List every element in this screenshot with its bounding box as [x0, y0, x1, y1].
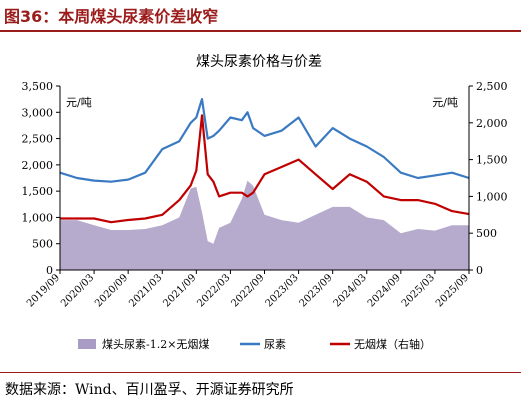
y-right-tick-label: 1,500 — [476, 154, 508, 167]
y-left-tick-label: 500 — [32, 238, 53, 251]
plot-area — [59, 97, 470, 270]
x-tick-label: 2019/09 — [25, 272, 62, 309]
legend-item-anthracite-label: 无烟煤（右轴） — [354, 337, 431, 351]
x-tick-label: 2025/09 — [434, 272, 471, 309]
chart-svg: 煤头尿素价格与价差 元/吨 元/吨 0 500 1,000 1,500 2,000 2,5… — [22, 54, 508, 351]
x-tick-label: 2022/09 — [229, 272, 266, 309]
figure-title: 图36：本周煤头尿素价差收窄 — [4, 7, 219, 26]
y-left-tick-label: 1,500 — [22, 185, 54, 198]
y-right-tick-label: 500 — [476, 227, 497, 240]
y-left-tick-label: 1,000 — [22, 211, 54, 224]
x-tick-label: 2024/09 — [366, 272, 403, 309]
chart-title: 煤头尿素价格与价差 — [196, 54, 322, 70]
y-left-unit: 元/吨 — [66, 96, 92, 109]
x-tick-label: 2020/03 — [59, 272, 96, 309]
y-left-tick-label: 2,000 — [22, 159, 54, 172]
y-right-tick-label: 1,000 — [476, 190, 508, 203]
y-right-tick-label: 2,500 — [476, 80, 508, 93]
legend: 煤头尿素-1.2×无烟煤 尿素 无烟煤（右轴） — [78, 337, 431, 351]
x-tick-label: 2024/03 — [332, 272, 369, 309]
y-left-tick-label: 0 — [46, 264, 53, 277]
axes: 0 500 1,000 1,500 2,000 2,500 3,000 3,500 0 500 1,… — [22, 80, 508, 309]
source-note: 数据来源：Wind、百川盈孚、开源证券研究所 — [5, 382, 294, 398]
legend-item-spread-label: 煤头尿素-1.2×无烟煤 — [102, 337, 209, 351]
y-left-tick-label: 3,500 — [22, 80, 54, 93]
source-divider — [0, 372, 521, 373]
series-line-anthracite — [60, 114, 470, 224]
x-tick-label: 2025/03 — [400, 272, 437, 309]
x-tick-label: 2021/09 — [161, 272, 198, 309]
x-tick-label: 2020/09 — [93, 272, 130, 309]
legend-item-spread-swatch — [78, 339, 96, 349]
x-tick-label: 2022/03 — [195, 272, 232, 309]
y-right-unit: 元/吨 — [432, 96, 458, 109]
x-tick-label: 2021/03 — [127, 272, 164, 309]
y-left-tick-label: 3,000 — [22, 106, 54, 119]
x-tick-label: 2023/09 — [298, 272, 335, 309]
legend-item-urea-label: 尿素 — [264, 338, 286, 351]
series-line-urea — [59, 97, 470, 183]
y-right-tick-label: 2,000 — [476, 117, 508, 130]
title-divider — [0, 30, 521, 32]
y-right-tick-label: 0 — [476, 264, 483, 277]
series-area-spread — [60, 180, 469, 270]
y-left-tick-label: 2,500 — [22, 133, 54, 146]
x-tick-label: 2023/03 — [264, 272, 301, 309]
